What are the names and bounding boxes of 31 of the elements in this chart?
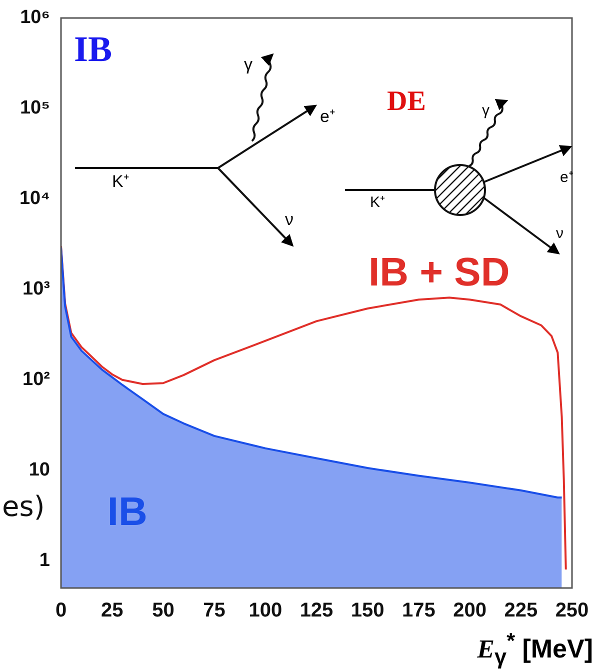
annotation: ν <box>285 210 294 229</box>
x-tick-label: 175 <box>402 600 436 622</box>
annotation: ν <box>556 225 564 242</box>
y-tick-label: 10 <box>28 460 50 481</box>
annotation: K⁺ <box>370 194 386 211</box>
series-label: IB + SD <box>368 250 510 295</box>
x-tick-label: 100 <box>248 600 282 622</box>
x-tick-label: 200 <box>453 600 486 622</box>
y-tick-label: 10³ <box>22 278 50 300</box>
annotation: e⁺ <box>320 107 336 126</box>
x-tick-label: 150 <box>350 600 384 622</box>
x-tick-label: 25 <box>100 600 124 622</box>
y-tick-label: 10² <box>22 369 50 390</box>
x-tick-label: 225 <box>504 600 538 622</box>
annotation: DE <box>387 86 426 118</box>
x-axis-title: E$_{γ}$$^{*}$ [MeV] <box>477 628 593 670</box>
annotation: γ <box>244 55 253 74</box>
x-tick-label: 50 <box>152 600 174 622</box>
series-label: IB <box>107 490 148 534</box>
x-tick-label: 0 <box>55 600 67 622</box>
y-tick-label: 10⁶ <box>20 7 50 28</box>
text: es) <box>2 490 45 523</box>
annotation: K⁺ <box>112 172 130 191</box>
annotation: IB <box>74 28 112 70</box>
y-tick-label: 1 <box>39 550 50 572</box>
x-tick-label: 75 <box>203 600 226 622</box>
x-tick-label: 125 <box>300 600 334 622</box>
y-tick-label: 10⁴ <box>19 188 50 210</box>
x-tick-label: 250 <box>555 600 589 622</box>
y-tick-label: 10⁵ <box>20 98 50 119</box>
annotation: γ <box>482 102 490 119</box>
